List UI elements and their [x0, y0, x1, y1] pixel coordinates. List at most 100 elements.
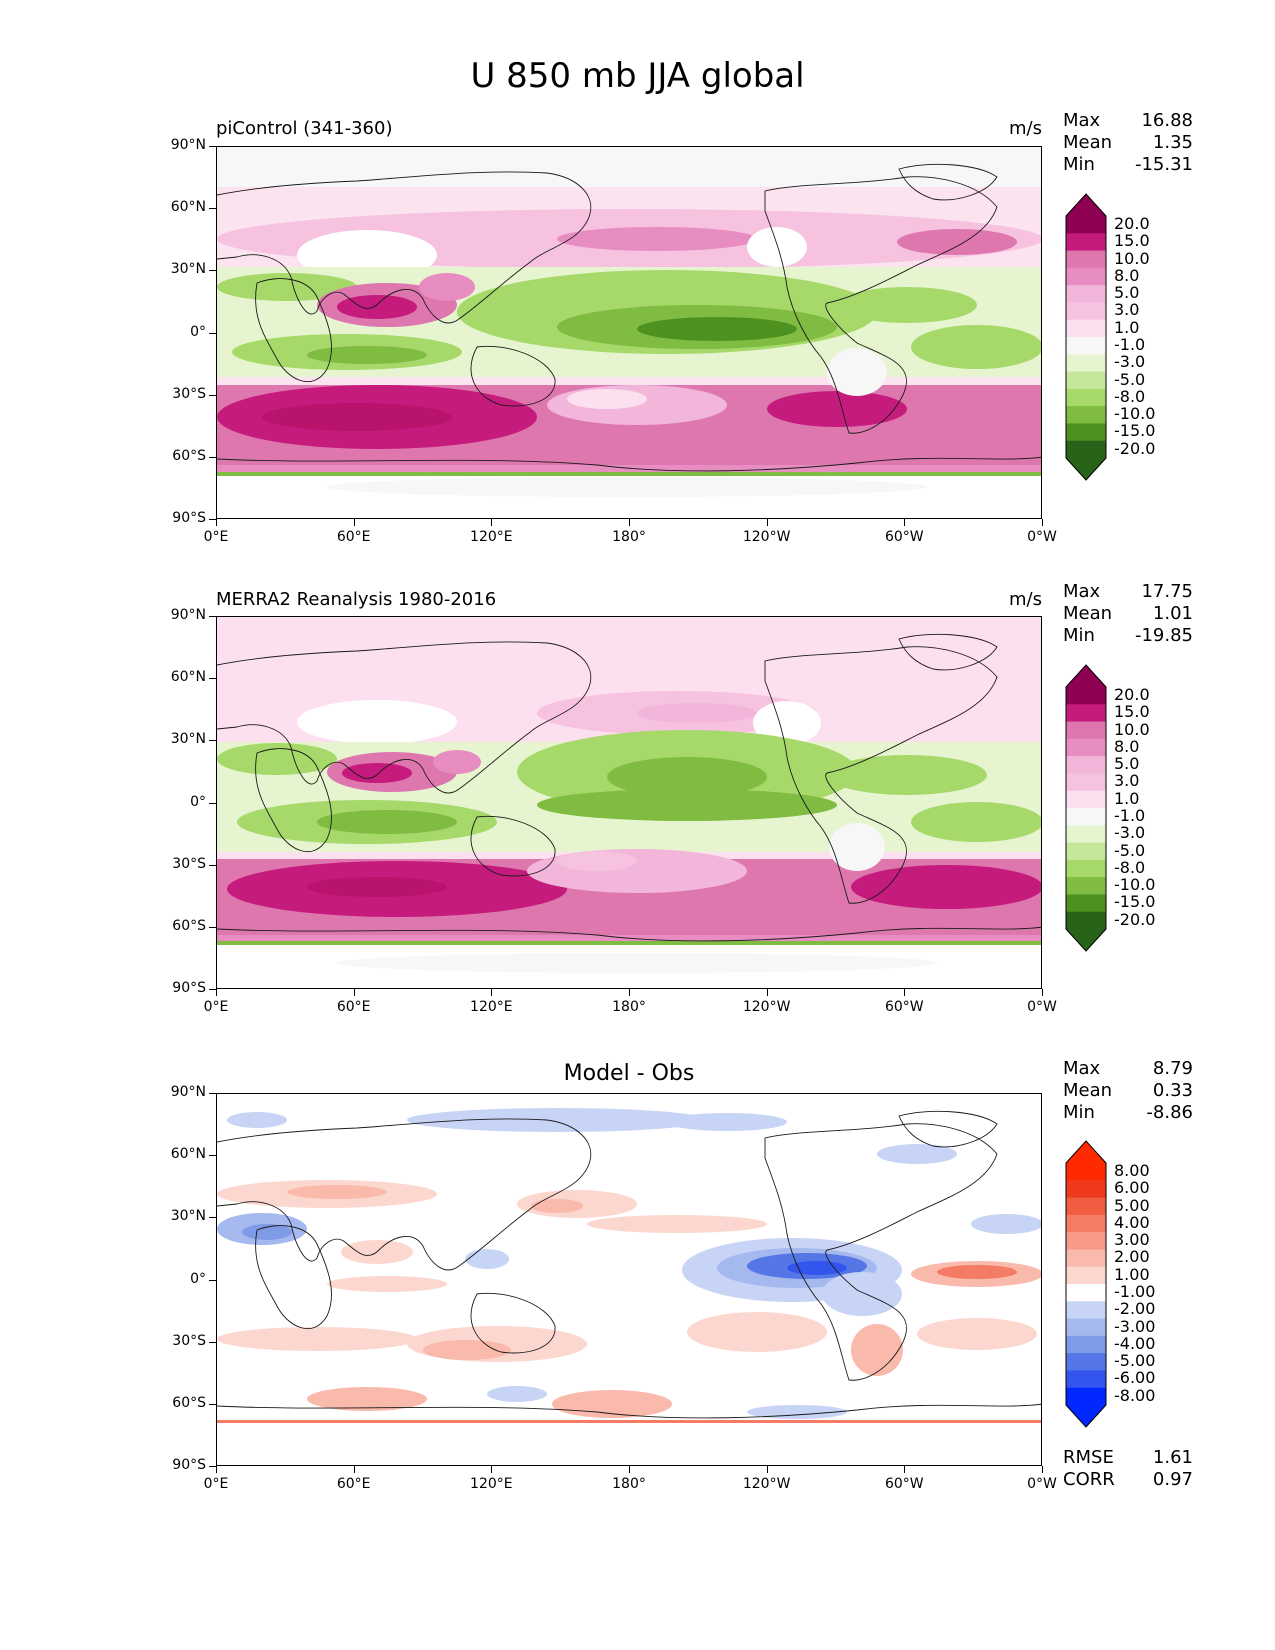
colorbar-segment [1066, 842, 1106, 861]
stat-label: Max [1063, 581, 1101, 602]
colorbar-segment [1066, 756, 1106, 774]
colorbar-label: -1.0 [1114, 335, 1146, 354]
lat-tick-label: 30°N [170, 731, 206, 748]
colorbar-label: -2.00 [1114, 1299, 1156, 1319]
lat-tick [209, 519, 216, 520]
colorbar-extend-max [1066, 1141, 1106, 1163]
colorbar-segment [1066, 911, 1106, 930]
colorbar-label: -8.00 [1114, 1385, 1156, 1405]
colorbar-extend-max [1066, 665, 1106, 687]
colorbar-segment [1066, 877, 1106, 895]
colorbar-label: -8.0 [1114, 386, 1146, 406]
field-difference [217, 1094, 1041, 1465]
stat-value: 1.35 [1152, 132, 1193, 153]
colorbar-segment [1066, 371, 1106, 390]
lat-tick-label: 0° [190, 323, 206, 340]
lon-tick-label: 60°E [336, 529, 371, 545]
lon-tick [491, 989, 493, 996]
colorbar-label: 3.0 [1114, 771, 1140, 791]
map-picontrol [216, 146, 1042, 519]
lat-tick [209, 394, 216, 396]
colorbar-segment [1066, 1249, 1106, 1268]
colorbar-label: 10.0 [1114, 719, 1150, 739]
lon-tick-label: 0°E [203, 1476, 229, 1492]
colorbar [1065, 664, 1107, 952]
lat-tick-label: 30°S [172, 855, 206, 872]
colorbar-segment [1066, 406, 1106, 424]
colorbar-label: 15.0 [1114, 231, 1150, 251]
field-merra2 [217, 617, 1041, 988]
stats-box: Max 8.79 Mean 0.33 Min -8.86 [1063, 1058, 1193, 1124]
lon-tick-label: 120°E [470, 1476, 513, 1492]
stat-label: Mean [1063, 1080, 1113, 1101]
lat-tick [209, 208, 216, 210]
metric-label: CORR [1063, 1469, 1115, 1490]
lon-tick-label: 180° [612, 999, 646, 1015]
lat-tick-label: 90°N [170, 1084, 206, 1100]
colorbar-label: -8.0 [1114, 857, 1146, 877]
lon-tick [766, 989, 768, 996]
colorbar-label: -15.0 [1114, 421, 1156, 441]
lon-tick [904, 1466, 906, 1473]
lat-tick [209, 1217, 216, 1219]
lat-tick-label: 60°N [170, 199, 206, 216]
colorbar-segment [1066, 1232, 1106, 1250]
colorbar-label: 20.0 [1114, 214, 1150, 233]
map-merra2 [216, 616, 1042, 989]
lon-tick [216, 989, 217, 996]
lon-tick-label: 0°W [1027, 529, 1057, 545]
lon-tick-label: 0°W [1027, 999, 1057, 1015]
lon-tick-label: 120°W [742, 999, 791, 1015]
colorbar-segment [1066, 1301, 1106, 1320]
lon-tick-label: 120°E [470, 529, 513, 545]
lat-tick [209, 146, 216, 147]
stat-label: Min [1063, 1102, 1095, 1123]
colorbar-label: 6.00 [1114, 1178, 1150, 1198]
lon-tick-label: 120°W [742, 529, 791, 545]
colorbar-label: 5.0 [1114, 283, 1140, 303]
metrics-box: RMSE 1.61 CORR 0.97 [1063, 1447, 1193, 1491]
colorbar-segment [1066, 894, 1106, 913]
lat-tick [209, 1466, 216, 1467]
colorbar-label: -3.00 [1114, 1316, 1156, 1336]
stat-label: Mean [1063, 132, 1113, 153]
colorbar-label: 3.0 [1114, 300, 1140, 320]
lat-tick [209, 678, 216, 680]
colorbar-label: 5.0 [1114, 754, 1140, 774]
colorbar-label: -5.0 [1114, 840, 1146, 860]
colorbar-label: 15.0 [1114, 702, 1150, 722]
lon-tick [353, 989, 355, 996]
lon-tick [353, 1466, 355, 1473]
lat-tick-label: 30°S [172, 385, 206, 402]
lat-tick [209, 989, 216, 990]
lon-tick [1042, 1466, 1043, 1473]
colorbar-segment [1066, 319, 1106, 338]
colorbar-label: -6.00 [1114, 1368, 1156, 1388]
colorbar-label: -10.0 [1114, 875, 1156, 895]
lat-tick-label: 90°N [170, 607, 206, 623]
colorbar-label: 8.0 [1114, 736, 1140, 756]
lon-tick-label: 60°W [884, 1476, 924, 1492]
colorbar-segment [1066, 1214, 1106, 1233]
stat-value: -8.86 [1146, 1102, 1193, 1123]
lon-tick [491, 1466, 493, 1473]
colorbar-segment [1066, 337, 1106, 355]
colorbar-segment [1066, 1163, 1106, 1181]
stat-value: 8.79 [1152, 1058, 1193, 1079]
colorbar-label: 8.0 [1114, 265, 1140, 285]
lon-tick [629, 989, 630, 996]
colorbar-segment [1066, 423, 1106, 442]
colorbar-segment [1066, 388, 1106, 407]
stat-value: 17.75 [1141, 581, 1193, 602]
lat-tick [209, 864, 216, 866]
lon-tick-label: 60°W [884, 999, 924, 1015]
colorbar-label: 4.00 [1114, 1212, 1150, 1232]
metric-value: 0.97 [1152, 1469, 1193, 1490]
lat-tick-label: 30°N [170, 1208, 206, 1225]
lat-tick [209, 332, 216, 334]
colorbar-segment [1066, 285, 1106, 303]
colorbar-extend-min [1066, 1405, 1106, 1427]
lon-tick-label: 60°E [336, 1476, 371, 1492]
lon-tick [1042, 989, 1043, 996]
colorbar-segment [1066, 1387, 1106, 1406]
